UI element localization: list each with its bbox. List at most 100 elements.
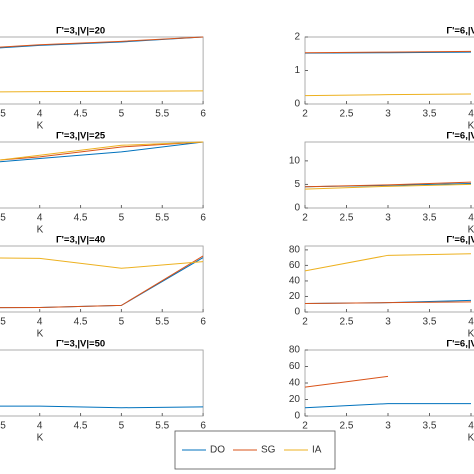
y-tick-label: 40 [289, 378, 301, 389]
y-tick-label: 40 [289, 276, 301, 287]
y-tick-label: 80 [289, 245, 301, 256]
x-tick-label: 2.5 [340, 317, 354, 328]
chart-title: Γ'=3,|V|=20 [56, 26, 105, 37]
series-line [304, 93, 472, 97]
axes-box [0, 36, 204, 105]
legend-label: IA [312, 445, 322, 456]
series-line [0, 405, 204, 409]
x-tick-label: 3.5 [423, 109, 437, 120]
x-axis-label: K [468, 121, 474, 132]
x-tick-label: 6 [200, 317, 206, 328]
y-tick-label: 0 [294, 307, 300, 318]
x-tick-label: 2 [302, 317, 308, 328]
x-tick-label: 2 [302, 213, 308, 224]
series-line [0, 255, 204, 309]
legend: DO SG IA [174, 430, 336, 470]
x-tick-label: 5 [119, 421, 125, 432]
x-axis-label: K [37, 329, 44, 340]
series-line [304, 301, 472, 304]
x-tick-label: 4 [468, 109, 474, 120]
x-tick-label: 3.5 [0, 213, 6, 224]
x-tick-label: 3.5 [423, 421, 437, 432]
x-tick-label: 5.5 [155, 421, 169, 432]
y-tick-label: 1 [294, 65, 300, 76]
series-line [0, 257, 204, 309]
x-tick-label: 3.5 [0, 317, 6, 328]
y-tick-label: 0 [294, 99, 300, 110]
series-line [304, 253, 472, 272]
x-tick-label: 3.5 [0, 421, 6, 432]
y-tick-label: 0 [294, 411, 300, 422]
chart-title: Γ'=6,|V|=25 [446, 131, 474, 142]
x-tick-label: 2.5 [340, 421, 354, 432]
x-tick-label: 4.5 [74, 109, 88, 120]
x-tick-label: 4 [468, 421, 474, 432]
series-line [0, 90, 204, 93]
series-line [304, 50, 472, 54]
x-tick-label: 2.5 [340, 213, 354, 224]
x-axis-label: K [37, 433, 44, 444]
y-tick-label: 60 [289, 260, 301, 271]
axes-box [304, 141, 474, 209]
y-tick-label: 80 [289, 345, 301, 356]
x-axis-label: K [37, 225, 44, 236]
series-line [304, 181, 472, 188]
x-tick-label: 5.5 [155, 213, 169, 224]
x-tick-label: 2 [302, 109, 308, 120]
x-tick-label: 2.5 [340, 109, 354, 120]
series-line [0, 141, 204, 161]
x-tick-label: 5 [119, 109, 125, 120]
x-tick-label: 6 [200, 421, 206, 432]
x-tick-label: 3 [385, 213, 391, 224]
y-tick-label: 20 [289, 394, 301, 405]
axes-box [0, 245, 204, 313]
x-tick-label: 5.5 [155, 317, 169, 328]
x-tick-label: 5 [119, 213, 125, 224]
y-tick-label: 5 [294, 179, 300, 190]
axes-box [0, 141, 204, 209]
x-axis-label: K [468, 225, 474, 236]
x-tick-label: 4 [468, 213, 474, 224]
chart-title: Γ'=6,|V|=40 [446, 235, 474, 246]
series-line [304, 183, 472, 190]
x-axis-label: K [37, 121, 44, 132]
x-tick-label: 4 [37, 109, 43, 120]
x-tick-label: 4 [468, 317, 474, 328]
chart-title: Γ'=3,|V|=25 [56, 131, 106, 142]
y-tick-label: 10 [289, 155, 301, 166]
series-line [0, 141, 204, 161]
series-line [304, 403, 471, 409]
x-tick-label: 3 [385, 317, 391, 328]
legend-label: DO [210, 445, 225, 456]
series-line [0, 36, 204, 48]
chart-title: Γ'=3,|V|=50 [56, 339, 105, 350]
y-tick-label: 0 [294, 203, 300, 214]
chart-title: Γ'=3,|V|=40 [56, 235, 105, 246]
y-tick-label: 60 [289, 361, 301, 372]
chart-title: Γ'=6,|V|=20 [446, 26, 474, 37]
x-tick-label: 4 [37, 213, 43, 224]
x-tick-label: 3.5 [0, 109, 6, 120]
x-tick-label: 4 [37, 421, 43, 432]
series-line [0, 257, 204, 269]
y-tick-label: 2 [294, 32, 300, 43]
y-tick-label: 20 [289, 291, 301, 302]
x-tick-label: 4 [37, 317, 43, 328]
x-axis-label: K [468, 433, 474, 444]
x-tick-label: 2 [302, 421, 308, 432]
x-axis-label: K [468, 329, 474, 340]
chart-title: Γ'=6,|V|=50 [446, 339, 474, 350]
legend-label: SG [261, 445, 276, 456]
x-tick-label: 5 [119, 317, 125, 328]
series-line [304, 375, 389, 388]
x-tick-label: 6 [200, 109, 206, 120]
x-tick-label: 4.5 [74, 421, 88, 432]
x-tick-label: 3.5 [423, 213, 437, 224]
series-line [0, 141, 204, 163]
x-tick-label: 5.5 [155, 109, 169, 120]
x-tick-label: 3.5 [423, 317, 437, 328]
x-tick-label: 4.5 [74, 317, 88, 328]
x-tick-label: 4.5 [74, 213, 88, 224]
x-tick-label: 3 [385, 109, 391, 120]
